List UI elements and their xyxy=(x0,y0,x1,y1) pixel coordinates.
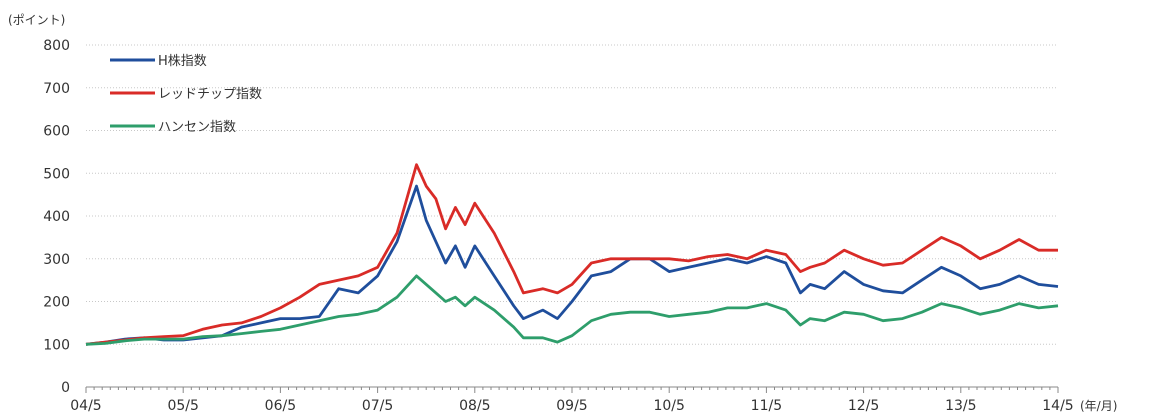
y-tick-label: 400 xyxy=(43,209,70,225)
series-line-0 xyxy=(86,186,1058,344)
x-tick-label: 08/5 xyxy=(459,398,490,414)
y-tick-label: 800 xyxy=(43,38,70,54)
x-tick-label: 04/5 xyxy=(70,398,101,414)
x-tick-label: 11/5 xyxy=(751,398,782,414)
x-tick-label: 14/5 xyxy=(1042,398,1073,414)
y-tick-label: 700 xyxy=(43,81,70,97)
legend-label: H株指数 xyxy=(158,54,207,69)
y-axis-ticks: 0 100 200 300 400 500 600 700 800 xyxy=(43,38,70,396)
legend-label: レッドチップ指数 xyxy=(158,87,262,102)
y-tick-label: 300 xyxy=(43,252,70,268)
y-tick-label: 100 xyxy=(43,337,70,353)
x-tick-label: 05/5 xyxy=(167,398,198,414)
legend-label: ハンセン指数 xyxy=(158,120,236,135)
x-unit-label: (年/月) xyxy=(1080,399,1117,413)
y-unit-label: (ポイント) xyxy=(8,13,65,27)
series-lines xyxy=(86,165,1058,345)
x-tick-label: 12/5 xyxy=(848,398,879,414)
x-tick-label: 13/5 xyxy=(945,398,976,414)
y-tick-label: 500 xyxy=(43,166,70,182)
y-tick-label: 200 xyxy=(43,295,70,311)
x-tick-label: 09/5 xyxy=(556,398,587,414)
x-axis: 04/5 05/5 06/5 07/5 08/5 09/5 10/5 11/5 12/5 13/5… xyxy=(70,387,1073,414)
x-tick-label: 07/5 xyxy=(362,398,393,414)
series-line-1 xyxy=(86,165,1058,345)
x-tick-label: 10/5 xyxy=(653,398,684,414)
y-tick-label: 600 xyxy=(43,124,70,140)
y-tick-label: 0 xyxy=(61,380,70,396)
x-tick-label: 06/5 xyxy=(265,398,296,414)
